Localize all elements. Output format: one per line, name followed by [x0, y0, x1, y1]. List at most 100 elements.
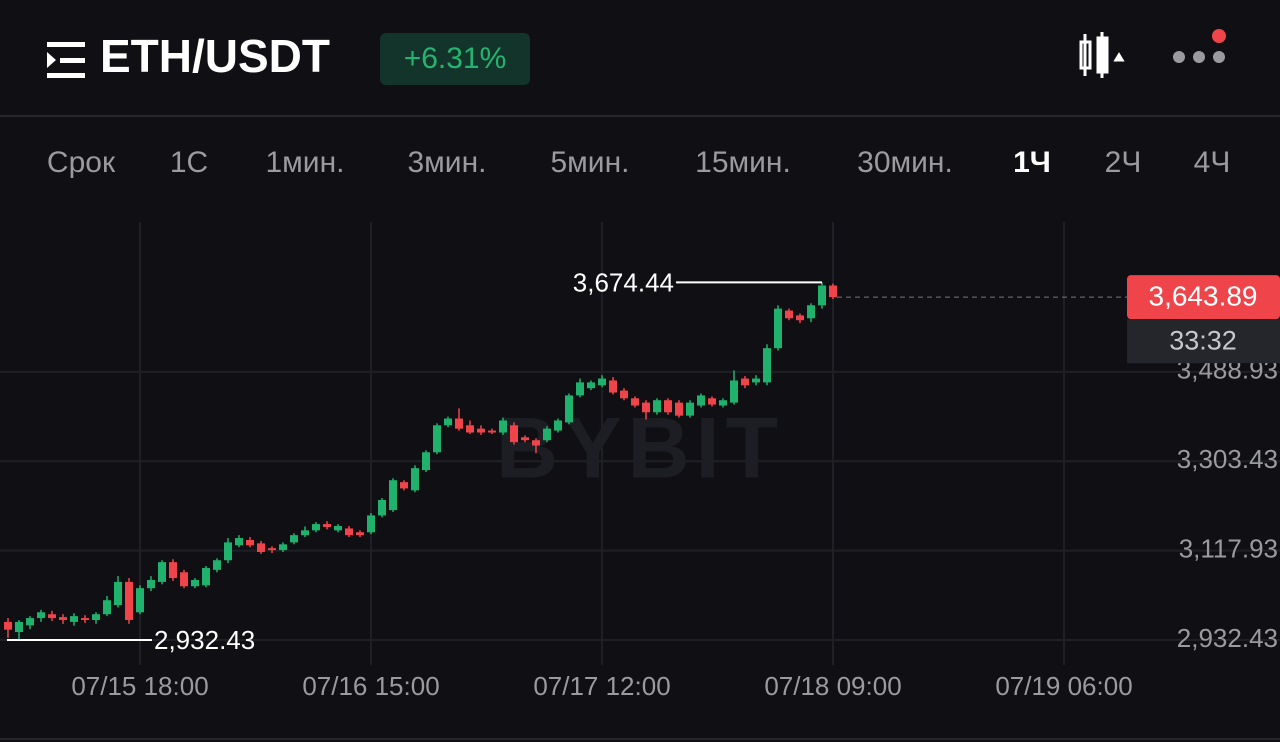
dot: [1213, 51, 1225, 63]
candles: [3, 282, 838, 641]
candle-body: [201, 567, 210, 586]
candle-body: [653, 400, 662, 413]
y-tick-label: 2,932.43: [1177, 623, 1278, 653]
candle-body: [719, 400, 728, 406]
candle-body: [454, 418, 463, 429]
tab[interactable]: 1мин.: [266, 146, 345, 179]
countdown: 33:32: [1169, 325, 1237, 355]
candle-body: [818, 285, 827, 306]
candle-body: [432, 425, 441, 453]
tab[interactable]: 4Ч: [1194, 146, 1231, 179]
candle-body: [576, 382, 585, 396]
candle-body: [388, 480, 397, 511]
high-label: 3,674.44: [573, 267, 674, 297]
candle-body: [609, 380, 618, 393]
candle-body: [47, 614, 56, 619]
candle-body: [421, 452, 430, 471]
candle-body: [113, 581, 122, 606]
chart-type-icon[interactable]: [1079, 32, 1125, 78]
candle-body: [531, 440, 540, 446]
candle-body: [410, 468, 419, 491]
low-label: 2,932.43: [154, 625, 255, 655]
candle-body: [223, 542, 232, 561]
candle-body: [829, 285, 838, 298]
candle-body: [124, 581, 133, 620]
candle-body: [102, 600, 111, 615]
grid: 07/15 18:00 07/16 15:00 07/17 12:00 07/18 0…: [0, 222, 1280, 701]
candle-body: [807, 305, 816, 319]
candle-body: [686, 402, 695, 416]
candle-body: [708, 398, 717, 405]
candle-body: [355, 532, 364, 536]
tab[interactable]: 2Ч: [1105, 146, 1142, 179]
menu-icon[interactable]: [47, 42, 85, 78]
x-tick-label: 07/18 09:00: [764, 671, 901, 701]
candle-body: [91, 614, 100, 620]
candle-body: [443, 418, 452, 426]
tab[interactable]: 15мин.: [695, 146, 791, 179]
countdown-box: [1127, 319, 1280, 364]
candle-body: [785, 310, 794, 319]
y-tick-label: 3,303.43: [1177, 444, 1278, 474]
change-badge: [380, 33, 530, 85]
y-tick-label: 3,117.93: [1179, 533, 1278, 563]
candle-body: [675, 402, 684, 416]
icon-bar: [47, 42, 85, 47]
candle-body: [245, 539, 254, 546]
tab[interactable]: 1Ч: [1013, 146, 1051, 179]
candle-body: [344, 528, 353, 536]
candle-body: [333, 526, 342, 531]
timeframe-tabs: Срок 1С 1мин. 3мин. 5мин. 15мин. 30мин. 1Ч 2Ч 4Ч: [47, 146, 1230, 179]
change-value: +6.31%: [404, 42, 507, 75]
candle-body: [697, 395, 706, 406]
x-tick-label: 07/17 12:00: [533, 671, 670, 701]
candle-body: [25, 618, 34, 626]
candle-body: [752, 378, 761, 383]
x-tick-label: 07/15 18:00: [71, 671, 208, 701]
candle-body: [476, 428, 485, 433]
candle-body: [487, 430, 496, 433]
candle-body: [796, 315, 805, 321]
candle-body: [69, 616, 78, 622]
candle-body: [774, 308, 783, 349]
icon-arrow: [1113, 52, 1125, 62]
last-price: 3,643.89: [1149, 281, 1258, 312]
candle-body: [498, 420, 507, 433]
candle-body: [520, 437, 529, 441]
icon-bar: [47, 73, 85, 78]
candle-body: [322, 524, 331, 527]
candle-body: [741, 378, 750, 386]
candle-body: [730, 380, 739, 403]
candle-body: [135, 588, 144, 613]
tab[interactable]: Срок: [47, 146, 116, 179]
tab[interactable]: 1С: [170, 146, 208, 179]
candle-body: [543, 428, 551, 441]
candle-body: [234, 538, 243, 546]
candle-body: [58, 617, 67, 620]
candle-body: [300, 530, 309, 536]
candle-body: [36, 612, 45, 619]
candle-body: [399, 482, 408, 489]
x-tick-label: 07/16 15:00: [302, 671, 439, 701]
tab[interactable]: 5мин.: [551, 146, 630, 179]
candle-body: [3, 621, 12, 630]
candle-body: [80, 618, 89, 620]
tab[interactable]: 3мин.: [408, 146, 487, 179]
candle-body: [554, 420, 563, 431]
candle-body: [565, 395, 574, 423]
tab[interactable]: 30мин.: [857, 146, 953, 179]
candle-body: [664, 400, 673, 413]
dot: [1173, 51, 1185, 63]
candle-body: [168, 562, 177, 579]
candle-body: [157, 562, 166, 582]
last-price-box: [1127, 275, 1280, 320]
candle-body: [179, 572, 188, 587]
candle-body: [311, 524, 320, 531]
more-menu[interactable]: [1173, 29, 1226, 63]
candle-body: [256, 543, 265, 553]
candle-body: [267, 548, 276, 551]
pair-title: ETH/USDT: [100, 30, 330, 82]
